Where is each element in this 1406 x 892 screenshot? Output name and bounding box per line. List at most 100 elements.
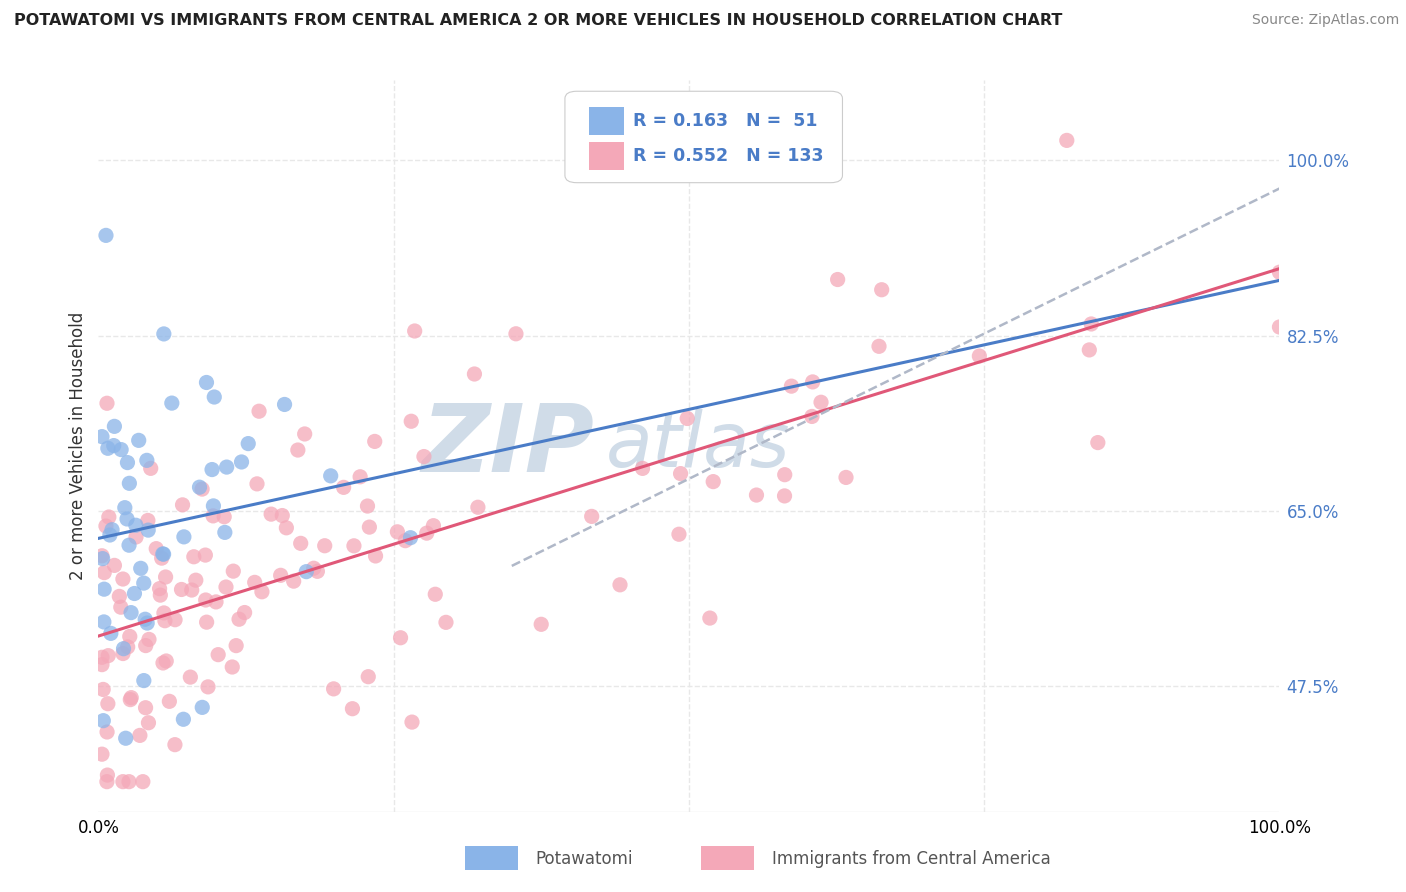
Point bbox=[172, 712, 194, 726]
Point bbox=[96, 774, 118, 789]
Point bbox=[343, 539, 366, 553]
Point bbox=[135, 453, 157, 467]
Point bbox=[97, 648, 120, 663]
Point bbox=[128, 434, 150, 448]
Point bbox=[118, 476, 141, 491]
Point bbox=[243, 575, 266, 590]
Point bbox=[103, 419, 125, 434]
Point bbox=[118, 774, 141, 789]
Text: Immigrants from Central America: Immigrants from Central America bbox=[772, 850, 1050, 868]
Point bbox=[97, 510, 120, 524]
Point bbox=[115, 512, 138, 526]
FancyBboxPatch shape bbox=[565, 91, 842, 183]
Point bbox=[364, 434, 387, 449]
Point bbox=[314, 539, 336, 553]
Point bbox=[668, 527, 690, 541]
Bar bbox=[464, 847, 517, 871]
Point bbox=[108, 590, 131, 604]
Point bbox=[349, 470, 371, 484]
Point bbox=[96, 725, 118, 739]
Point bbox=[112, 641, 135, 656]
Point bbox=[139, 461, 162, 475]
Point bbox=[191, 482, 214, 496]
Point bbox=[221, 660, 243, 674]
Point bbox=[233, 606, 256, 620]
Point bbox=[404, 324, 426, 338]
Point bbox=[111, 572, 134, 586]
Point bbox=[183, 549, 205, 564]
Point bbox=[283, 574, 305, 589]
Point bbox=[247, 404, 270, 418]
Point bbox=[155, 654, 177, 668]
Point bbox=[172, 498, 194, 512]
Point bbox=[114, 500, 136, 515]
Bar bbox=[589, 143, 624, 170]
Point bbox=[195, 376, 218, 390]
Point bbox=[155, 570, 177, 584]
Point bbox=[773, 467, 796, 482]
Point bbox=[110, 442, 132, 457]
Point bbox=[1078, 343, 1101, 357]
Point bbox=[773, 489, 796, 503]
Point bbox=[195, 615, 218, 629]
Point bbox=[969, 349, 991, 363]
Point bbox=[117, 640, 139, 654]
Point bbox=[609, 578, 631, 592]
Point bbox=[389, 631, 412, 645]
Point bbox=[702, 475, 724, 489]
Point bbox=[357, 670, 380, 684]
Point bbox=[294, 427, 316, 442]
Point bbox=[149, 588, 172, 602]
Point bbox=[422, 518, 444, 533]
Point bbox=[91, 657, 114, 672]
Point bbox=[835, 470, 858, 484]
Point bbox=[197, 680, 219, 694]
Point bbox=[94, 228, 117, 243]
Point bbox=[202, 390, 225, 404]
Point bbox=[91, 549, 114, 563]
Point bbox=[138, 715, 160, 730]
Point bbox=[111, 647, 134, 661]
Point bbox=[91, 429, 114, 443]
Point bbox=[1268, 320, 1291, 334]
Point bbox=[415, 526, 437, 541]
Point bbox=[97, 697, 120, 711]
Point bbox=[194, 548, 217, 562]
Text: Potawatomi: Potawatomi bbox=[536, 850, 633, 868]
Point bbox=[800, 409, 823, 424]
Point bbox=[136, 523, 159, 537]
Point bbox=[180, 582, 202, 597]
Point bbox=[214, 525, 236, 540]
Point bbox=[207, 648, 229, 662]
Point bbox=[118, 630, 141, 644]
Point bbox=[152, 547, 174, 561]
Point bbox=[173, 530, 195, 544]
Point bbox=[96, 768, 118, 782]
Point bbox=[238, 436, 260, 450]
Point bbox=[394, 533, 416, 548]
Point bbox=[125, 530, 148, 544]
Point bbox=[117, 456, 139, 470]
Text: atlas: atlas bbox=[606, 409, 790, 483]
Point bbox=[135, 700, 157, 714]
Point bbox=[295, 565, 318, 579]
Point bbox=[342, 702, 364, 716]
Point bbox=[1080, 317, 1102, 331]
Point bbox=[160, 396, 183, 410]
Point bbox=[273, 397, 295, 411]
Point bbox=[128, 728, 150, 742]
Point bbox=[356, 499, 378, 513]
Text: Source: ZipAtlas.com: Source: ZipAtlas.com bbox=[1251, 13, 1399, 28]
Point bbox=[260, 507, 283, 521]
Point bbox=[170, 582, 193, 597]
Point bbox=[96, 396, 118, 410]
Point bbox=[153, 614, 176, 628]
Point bbox=[103, 439, 125, 453]
Point bbox=[98, 528, 121, 542]
Point bbox=[413, 450, 436, 464]
Point bbox=[120, 606, 142, 620]
Point bbox=[270, 568, 292, 582]
Point bbox=[212, 509, 235, 524]
Point bbox=[132, 673, 155, 688]
Point bbox=[188, 480, 211, 494]
